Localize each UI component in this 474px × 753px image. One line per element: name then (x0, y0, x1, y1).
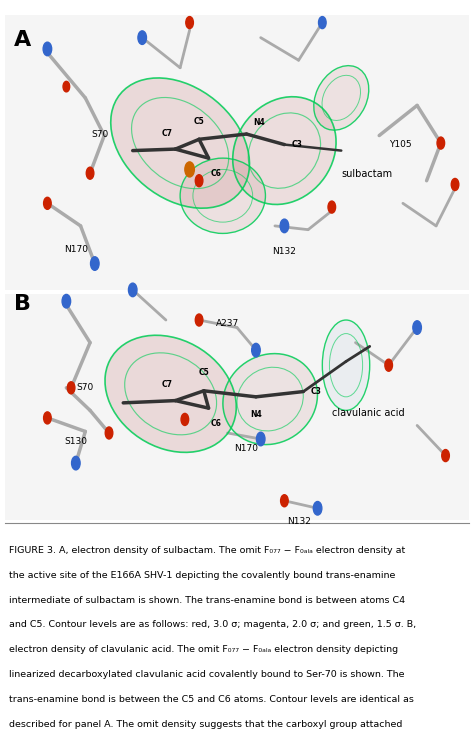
Text: FIGURE 3. A, electron density of sulbactam. The omit F₀₇₇ − F₀ₐₗₐ electron densi: FIGURE 3. A, electron density of sulbact… (9, 546, 406, 555)
Text: N132: N132 (273, 247, 296, 256)
Circle shape (252, 343, 260, 357)
Ellipse shape (233, 96, 336, 205)
Text: C3: C3 (292, 140, 302, 149)
Text: N4: N4 (254, 117, 265, 127)
Circle shape (128, 283, 137, 297)
Text: N170: N170 (235, 444, 258, 453)
Text: A237: A237 (216, 319, 239, 328)
Circle shape (413, 321, 421, 334)
Text: the active site of the E166A SHV-1 depicting the covalently bound trans-enamine: the active site of the E166A SHV-1 depic… (9, 571, 396, 580)
Circle shape (256, 432, 265, 446)
Text: and C5. Contour levels are as follows: red, 3.0 σ; magenta, 2.0 σ; and green, 1.: and C5. Contour levels are as follows: r… (9, 620, 417, 630)
Circle shape (185, 162, 194, 177)
Circle shape (280, 219, 289, 233)
Circle shape (313, 501, 322, 515)
Text: A: A (14, 30, 31, 50)
Text: C6: C6 (211, 419, 222, 428)
Circle shape (91, 257, 99, 270)
Ellipse shape (105, 335, 236, 453)
Text: linearized decarboxylated clavulanic acid covalently bound to Ser-70 is shown. T: linearized decarboxylated clavulanic aci… (9, 670, 405, 679)
Text: described for panel A. The omit density suggests that the carboxyl group attache: described for panel A. The omit density … (9, 720, 403, 729)
Circle shape (62, 294, 71, 308)
Text: C7: C7 (162, 129, 173, 138)
Circle shape (195, 314, 203, 326)
Ellipse shape (223, 354, 318, 444)
Text: C7: C7 (162, 380, 173, 389)
Circle shape (138, 31, 146, 44)
Text: N132: N132 (287, 517, 310, 526)
Circle shape (44, 197, 51, 209)
Circle shape (319, 17, 326, 29)
Circle shape (442, 450, 449, 462)
Text: B: B (14, 294, 31, 314)
Text: C5: C5 (199, 368, 209, 377)
Circle shape (281, 495, 288, 507)
Circle shape (72, 456, 80, 470)
Circle shape (181, 413, 189, 425)
Circle shape (328, 201, 336, 213)
Text: S70: S70 (77, 383, 94, 392)
Circle shape (105, 427, 113, 439)
Circle shape (186, 17, 193, 29)
Circle shape (63, 81, 70, 92)
Ellipse shape (180, 158, 265, 233)
Circle shape (437, 137, 445, 149)
Text: C6: C6 (211, 169, 222, 178)
Circle shape (86, 167, 94, 179)
Text: C5: C5 (194, 117, 204, 126)
Circle shape (44, 412, 51, 424)
Ellipse shape (111, 78, 249, 208)
Circle shape (385, 359, 392, 371)
Circle shape (67, 382, 75, 394)
Circle shape (195, 175, 203, 187)
FancyBboxPatch shape (5, 15, 469, 290)
Text: clavulanic acid: clavulanic acid (332, 408, 404, 418)
Text: N170: N170 (64, 245, 88, 254)
Ellipse shape (322, 320, 370, 410)
Circle shape (451, 178, 459, 191)
Text: S130: S130 (64, 437, 87, 446)
Ellipse shape (314, 66, 369, 130)
Text: Y105: Y105 (389, 140, 411, 149)
Text: S70: S70 (91, 130, 108, 139)
Circle shape (43, 42, 52, 56)
Text: C3: C3 (310, 387, 321, 396)
Text: electron density of clavulanic acid. The omit F₀₇₇ − F₀ₐₗₐ electron density depi: electron density of clavulanic acid. The… (9, 645, 399, 654)
Text: sulbactam: sulbactam (341, 169, 392, 179)
Text: N4: N4 (250, 410, 262, 419)
FancyBboxPatch shape (5, 294, 469, 520)
Text: trans-enamine bond is between the C5 and C6 atoms. Contour levels are identical : trans-enamine bond is between the C5 and… (9, 695, 414, 704)
Text: intermediate of sulbactam is shown. The trans-enamine bond is between atoms C4: intermediate of sulbactam is shown. The … (9, 596, 406, 605)
